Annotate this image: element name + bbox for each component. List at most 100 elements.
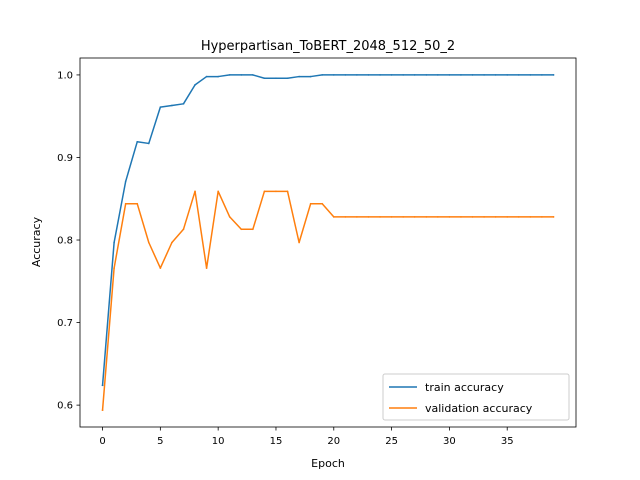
series-0-point-21 xyxy=(344,74,347,76)
series-0-point-39 xyxy=(552,74,555,76)
x-axis-label: Epoch xyxy=(311,457,345,470)
series-0-point-22 xyxy=(356,74,358,76)
series-1-point-39 xyxy=(552,216,555,218)
series-0-point-28 xyxy=(425,74,428,76)
series-0-point-24 xyxy=(379,74,381,76)
y-tick-label-1: 0.7 xyxy=(57,318,73,329)
series-1-point-24 xyxy=(379,216,381,218)
series-0-point-35 xyxy=(506,74,509,76)
y-axis-label: Accuracy xyxy=(30,216,43,267)
legend: train accuracy validation accuracy xyxy=(382,373,570,421)
series-1-point-34 xyxy=(494,216,497,218)
axes-frame xyxy=(79,57,577,428)
series-1-point-2 xyxy=(124,202,127,205)
plot-area: 0 5 10 15 20 25 30 35 0.6 0.7 0.8 0.9 1.0 xyxy=(57,57,577,447)
series-1-point-13 xyxy=(252,228,254,231)
y-tick-label-0: 0.6 xyxy=(57,401,73,412)
series-0-point-14 xyxy=(263,77,266,80)
series-1-point-25 xyxy=(390,216,393,218)
series-0-point-30 xyxy=(448,74,451,76)
series-0-point-13 xyxy=(252,74,254,76)
x-tick-label-7: 35 xyxy=(501,436,514,447)
series-1-point-1 xyxy=(113,267,115,269)
series-1-point-21 xyxy=(344,216,347,218)
series-1-point-17 xyxy=(298,241,300,244)
series-1-point-4 xyxy=(147,241,150,244)
series-1-point-22 xyxy=(356,216,358,218)
series-0-point-20 xyxy=(332,74,335,76)
series-0-point-34 xyxy=(494,74,497,76)
series-0-point-38 xyxy=(541,74,543,76)
series-0-point-31 xyxy=(460,74,462,76)
y-tick-label-4: 1.0 xyxy=(57,70,73,81)
series-1-point-14 xyxy=(263,190,266,193)
series-0-point-9 xyxy=(205,75,208,78)
series-0-point-18 xyxy=(309,75,312,78)
series-0-point-27 xyxy=(413,74,416,76)
series-0-point-8 xyxy=(194,84,196,86)
legend-box xyxy=(382,373,570,421)
series-0-point-25 xyxy=(390,74,393,76)
series-1-point-5 xyxy=(159,267,162,269)
series-0-point-36 xyxy=(517,74,520,76)
y-tick-label-3: 0.9 xyxy=(57,153,73,164)
series-0-point-33 xyxy=(483,74,485,76)
series-0-point-32 xyxy=(471,74,474,76)
series-0-point-4 xyxy=(147,142,150,145)
series-1-point-38 xyxy=(541,216,543,218)
series-1-point-16 xyxy=(286,190,289,193)
series-1-point-36 xyxy=(517,216,520,218)
series-0-point-19 xyxy=(321,74,324,76)
series-1-point-15 xyxy=(275,190,277,193)
series-1-point-35 xyxy=(506,216,509,218)
series-0-point-0 xyxy=(101,384,104,387)
chart-title: Hyperpartisan_ToBERT_2048_512_50_2 xyxy=(201,39,455,54)
x-tick-label-5: 25 xyxy=(385,436,398,447)
series-0-point-3 xyxy=(136,140,139,143)
x-tick-label-1: 5 xyxy=(157,436,163,447)
series-0-point-12 xyxy=(240,74,243,76)
series-0-point-10 xyxy=(217,75,219,78)
series-1-point-32 xyxy=(471,216,474,218)
series-0-point-17 xyxy=(298,75,300,78)
series-1-point-31 xyxy=(460,216,462,218)
series-1-point-7 xyxy=(182,228,185,231)
series-0-point-1 xyxy=(113,241,115,244)
series-1-point-30 xyxy=(448,216,451,218)
x-tick-label-6: 30 xyxy=(443,436,456,447)
series-1-point-3 xyxy=(136,202,139,205)
series-0-point-2 xyxy=(124,180,127,183)
series-1-point-20 xyxy=(332,216,335,218)
x-tick-label-2: 10 xyxy=(212,436,225,447)
series-1-point-29 xyxy=(437,216,439,218)
legend-label-1: validation accuracy xyxy=(425,402,533,415)
series-0-point-5 xyxy=(159,106,162,108)
series-1-point-12 xyxy=(240,228,243,231)
series-1-point-10 xyxy=(217,190,219,193)
series-1-point-11 xyxy=(228,216,231,218)
series-1-point-19 xyxy=(321,202,324,205)
series-1-point-37 xyxy=(529,216,532,218)
series-1-point-27 xyxy=(413,216,416,218)
legend-label-0: train accuracy xyxy=(425,381,504,394)
series-0-point-37 xyxy=(529,74,532,76)
y-tick-label-2: 0.8 xyxy=(57,236,73,247)
series-0-point-16 xyxy=(286,77,289,80)
x-tick-label-0: 0 xyxy=(99,436,105,447)
series-0-point-11 xyxy=(228,74,231,76)
series-0-point-7 xyxy=(182,103,185,105)
series-0-point-26 xyxy=(402,74,404,76)
series-1-point-26 xyxy=(402,216,404,218)
series-1-point-8 xyxy=(194,190,196,193)
series-0-point-23 xyxy=(367,74,370,76)
series-0-point-6 xyxy=(171,104,173,107)
series-1-point-6 xyxy=(171,241,173,244)
series-1-point-18 xyxy=(309,202,312,205)
series-1-point-23 xyxy=(367,216,370,218)
series-line-0 xyxy=(101,74,555,387)
series-1-point-0 xyxy=(101,409,104,411)
series-0-point-15 xyxy=(275,77,277,80)
x-tick-label-3: 15 xyxy=(270,436,283,447)
series-1-point-33 xyxy=(483,216,485,218)
